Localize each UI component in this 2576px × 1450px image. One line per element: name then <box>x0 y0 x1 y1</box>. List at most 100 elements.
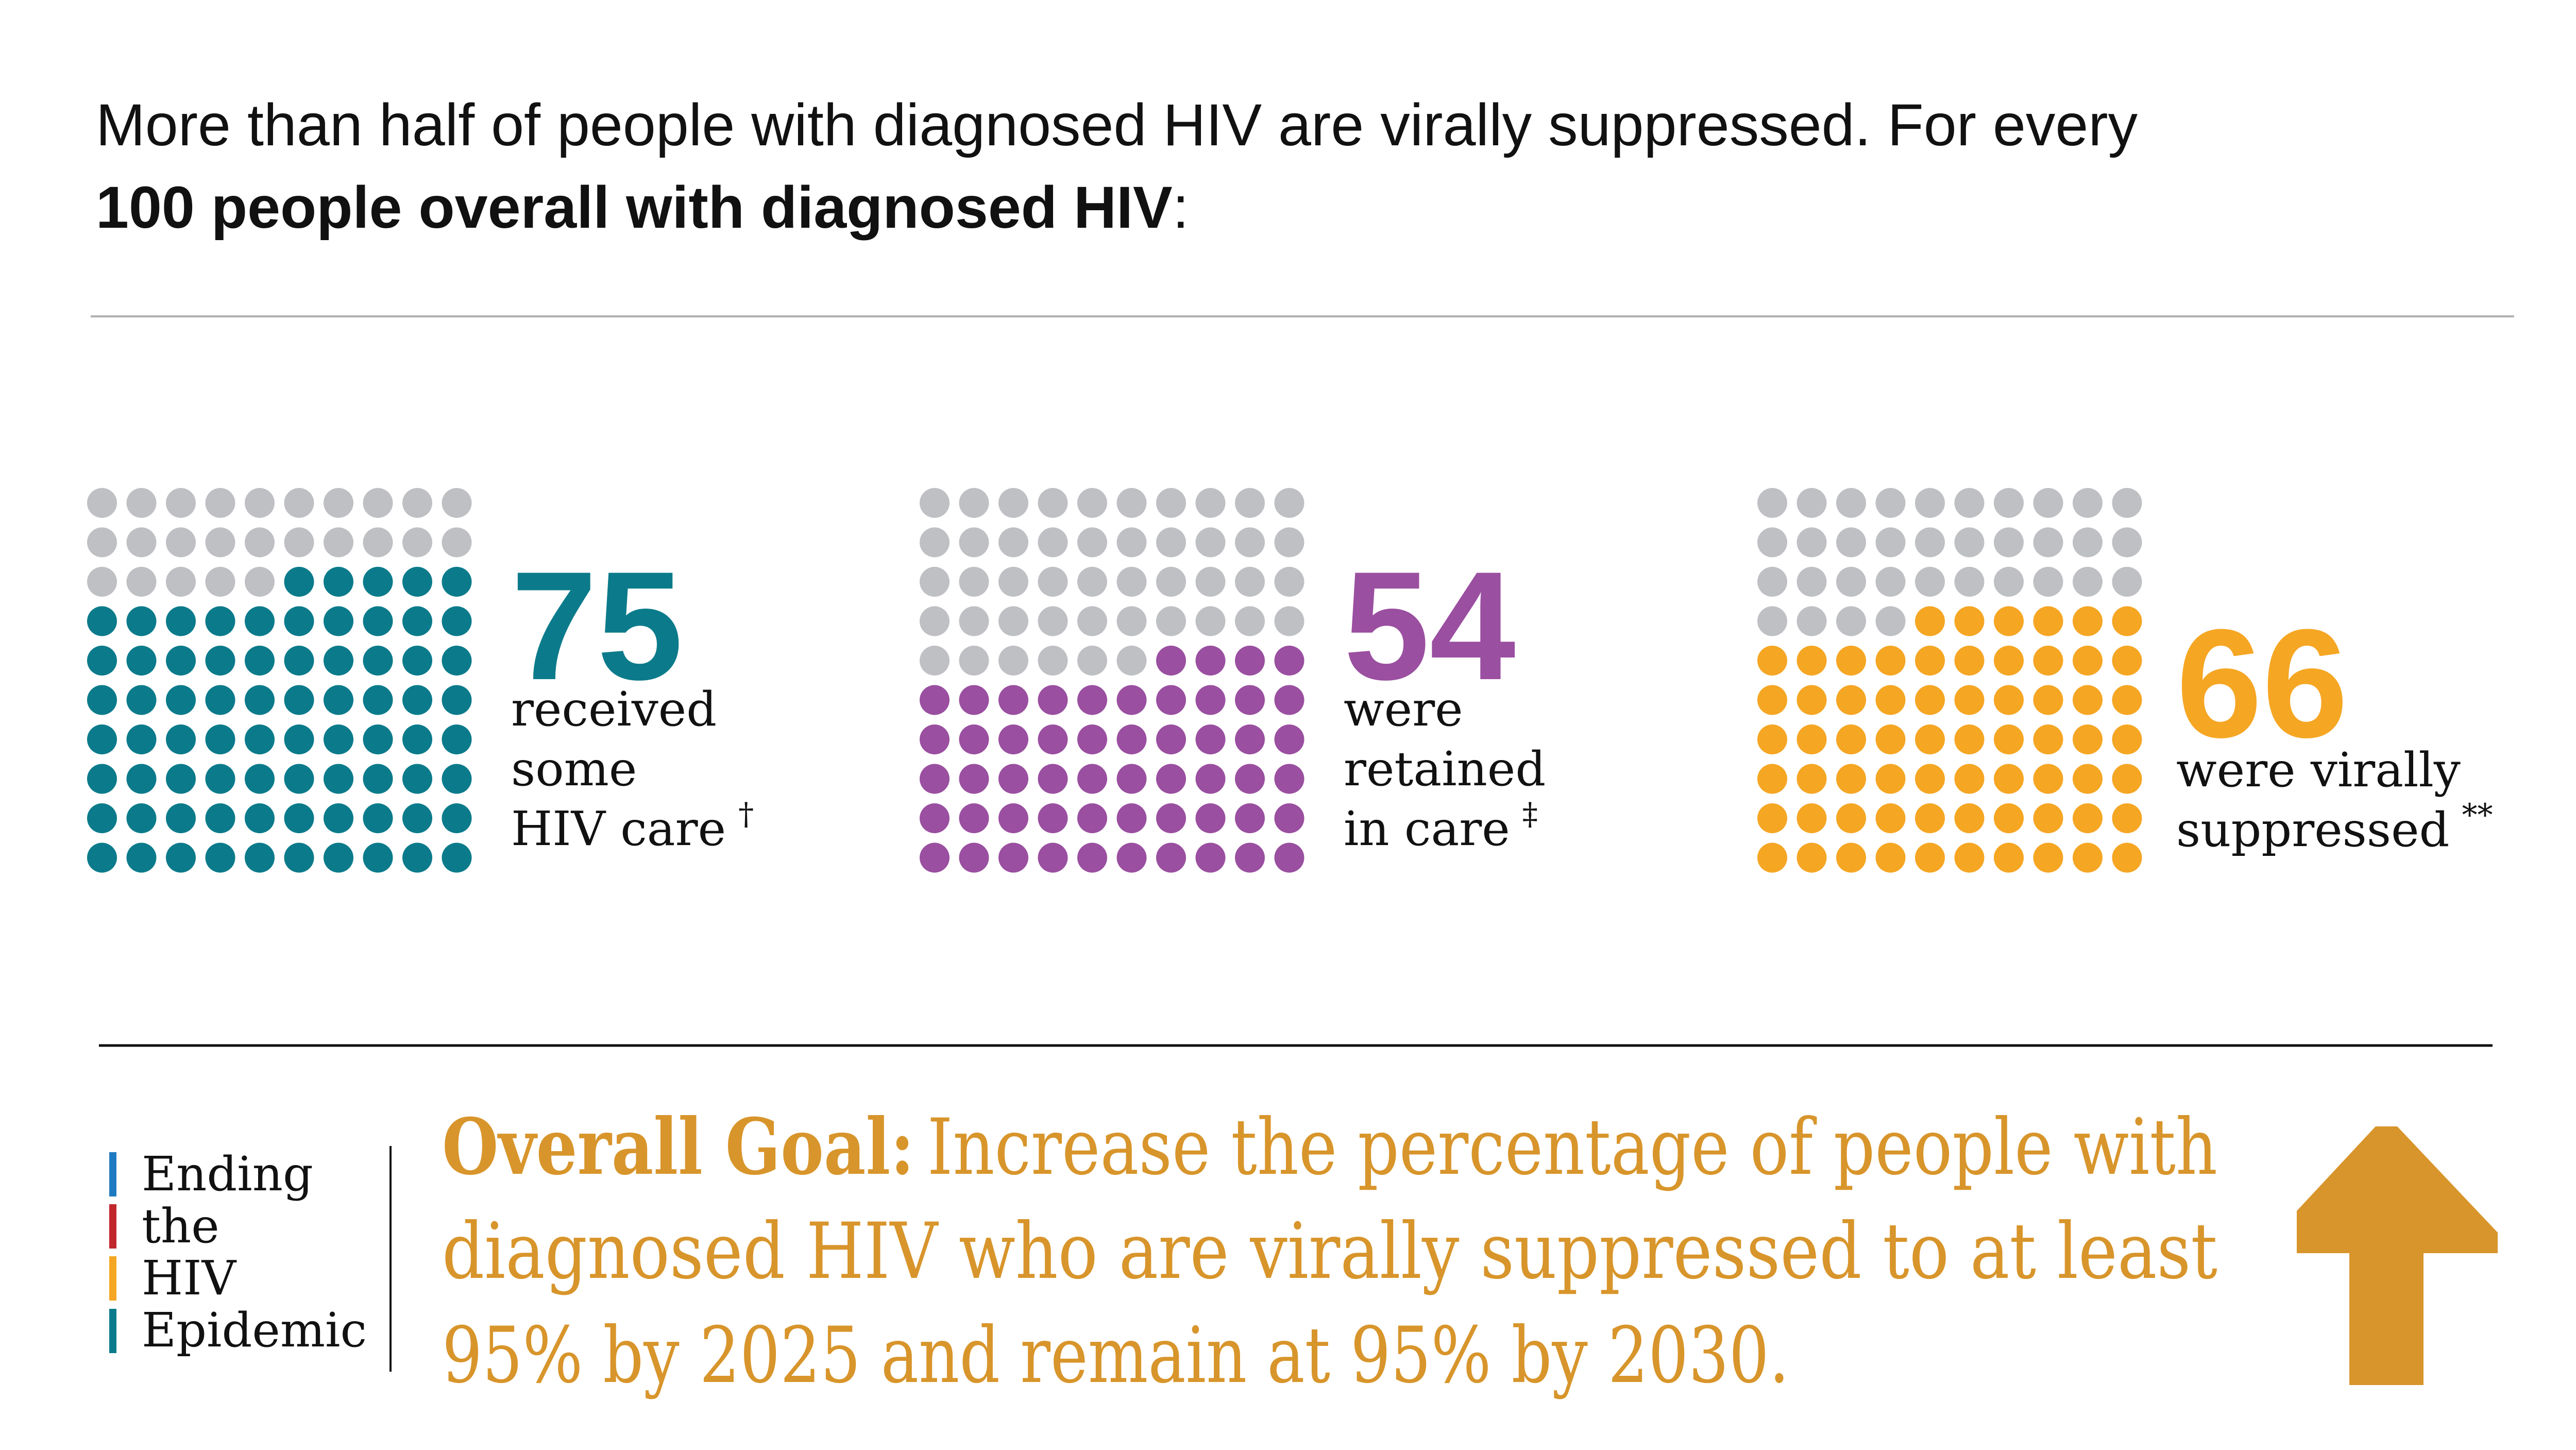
dot <box>1116 527 1147 558</box>
dot <box>205 488 235 518</box>
label-line: HIV care † <box>511 796 754 856</box>
dot <box>1994 646 2024 676</box>
dot <box>1836 488 1866 518</box>
dot <box>1875 488 1906 518</box>
dot <box>920 646 950 676</box>
dot <box>1875 646 1906 676</box>
dot <box>205 606 235 636</box>
label-text: in care <box>1344 801 1510 856</box>
dot <box>1757 803 1787 833</box>
dot <box>1954 803 1985 833</box>
dot <box>1954 606 1985 636</box>
goal-text: diagnosed HIV who are virally suppressed… <box>442 1207 2217 1296</box>
label-line: were <box>1344 682 1463 737</box>
dot <box>998 685 1028 715</box>
dot <box>1994 764 2024 794</box>
label-text: received <box>511 682 717 737</box>
dot <box>1195 685 1226 715</box>
dot <box>402 764 432 794</box>
dot <box>1915 803 1945 833</box>
dot <box>2112 842 2142 873</box>
dot <box>998 527 1028 558</box>
dot <box>126 606 157 636</box>
dot <box>2073 527 2103 558</box>
dot <box>1875 764 1906 794</box>
dot <box>1195 527 1226 558</box>
dot <box>920 803 950 833</box>
dot <box>1195 842 1226 873</box>
dot <box>402 606 432 636</box>
dot <box>1195 646 1226 676</box>
dot <box>442 646 472 676</box>
dot <box>1836 685 1866 715</box>
dot <box>1274 685 1304 715</box>
dot <box>1836 527 1866 558</box>
dot <box>2073 842 2103 873</box>
dot <box>1195 764 1226 794</box>
dot <box>1116 842 1147 873</box>
dot <box>2033 646 2063 676</box>
dot <box>1757 764 1787 794</box>
dot <box>959 606 989 636</box>
dot <box>1195 488 1226 518</box>
dot <box>324 567 353 597</box>
dot <box>1797 685 1827 715</box>
dot <box>1915 685 1945 715</box>
dot <box>363 724 393 754</box>
dot <box>2073 488 2103 518</box>
dot <box>363 488 393 518</box>
dot <box>2073 764 2103 794</box>
dot <box>1994 685 2024 715</box>
dot <box>1954 842 1985 873</box>
label-line: received <box>511 682 717 737</box>
dot <box>1274 842 1304 873</box>
dot <box>1954 488 1985 518</box>
dot <box>1994 567 2024 597</box>
dot <box>1038 803 1068 833</box>
dot <box>1077 724 1107 754</box>
dot <box>442 803 472 833</box>
dot <box>1915 764 1945 794</box>
dot <box>1195 724 1226 754</box>
dot <box>324 803 353 833</box>
dot <box>284 764 314 794</box>
dot <box>1994 606 2024 636</box>
dot <box>1235 527 1265 558</box>
dot <box>363 606 393 636</box>
dot <box>402 567 432 597</box>
dot <box>1156 764 1186 794</box>
dot <box>126 567 157 597</box>
dot <box>126 803 157 833</box>
dot <box>126 488 157 518</box>
dot <box>1235 488 1265 518</box>
dot <box>1156 567 1186 597</box>
dot <box>1156 842 1186 873</box>
label-line: suppressed ** <box>2176 797 2493 857</box>
dot <box>1235 842 1265 873</box>
dot <box>87 803 117 833</box>
label-line: in care ‡ <box>1344 796 1538 856</box>
dot <box>920 685 950 715</box>
dot <box>245 842 275 873</box>
dot <box>205 803 235 833</box>
dot <box>1954 527 1985 558</box>
dot <box>324 724 353 754</box>
dot <box>1994 803 2024 833</box>
label-text: HIV care <box>511 801 726 856</box>
dot <box>1797 567 1827 597</box>
big-number: 66 <box>2176 597 2348 770</box>
big-number: 75 <box>511 539 683 712</box>
logo-text: the <box>142 1199 219 1254</box>
dot <box>87 606 117 636</box>
dot <box>1274 764 1304 794</box>
dot <box>245 527 275 558</box>
dot <box>1915 606 1945 636</box>
logo-text: Epidemic <box>142 1303 367 1358</box>
dot <box>1797 488 1827 518</box>
dot <box>1156 724 1186 754</box>
dot <box>2112 685 2142 715</box>
heading-bold: 100 people overall with diagnosed HIV <box>96 175 1173 241</box>
dot <box>1195 606 1226 636</box>
dot <box>284 488 314 518</box>
